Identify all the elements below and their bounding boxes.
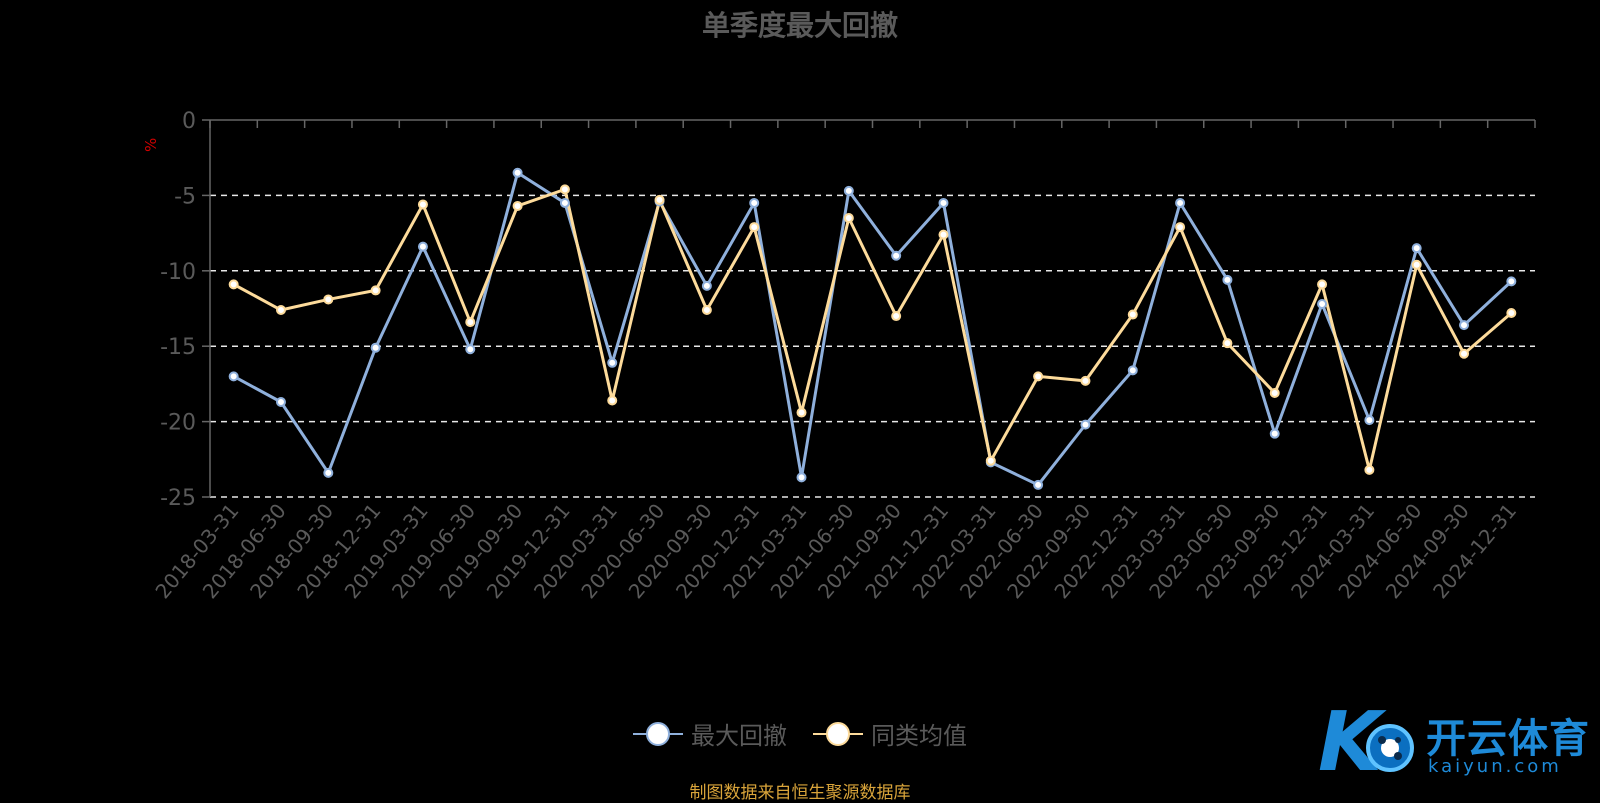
legend: 最大回撤 同类均值 <box>0 716 1600 751</box>
legend-marker-max-drawdown <box>633 721 683 746</box>
y-tick-label: -25 <box>160 486 196 511</box>
y-tick-label: -10 <box>160 260 196 285</box>
plot-area: 0-5-10-15-20-252018-03-312018-06-302018-… <box>150 109 1536 603</box>
data-point-series-1 <box>1175 222 1186 233</box>
legend-label-max-drawdown: 最大回撤 <box>691 722 787 750</box>
data-point-series-0 <box>1175 197 1186 208</box>
data-point-series-0 <box>1080 419 1091 430</box>
data-point-series-0 <box>843 185 854 196</box>
data-point-series-1 <box>1459 348 1470 359</box>
data-point-series-1 <box>465 317 476 328</box>
data-point-series-0 <box>749 197 760 208</box>
data-point-series-0 <box>1459 320 1470 331</box>
watermark-logo: K 开云体育 kaiyun.com <box>1310 694 1590 794</box>
series-line-1 <box>232 187 1513 472</box>
data-point-series-1 <box>323 294 334 305</box>
data-point-series-1 <box>228 279 239 290</box>
data-point-series-0 <box>275 396 286 407</box>
data-point-series-1 <box>1317 279 1328 290</box>
legend-dot-peer-average <box>826 721 850 746</box>
data-point-series-1 <box>654 194 665 205</box>
data-point-series-0 <box>512 167 523 178</box>
data-point-series-1 <box>796 407 807 418</box>
data-point-series-0 <box>1222 274 1233 285</box>
data-point-series-0 <box>1127 365 1138 376</box>
y-tick-label: 0 <box>182 109 196 134</box>
y-tick-label: -5 <box>174 184 196 209</box>
data-point-series-0 <box>323 467 334 478</box>
data-point-series-0 <box>796 472 807 483</box>
data-point-series-1 <box>512 200 523 211</box>
source-note: 制图数据来自恒生聚源数据库 <box>689 783 911 803</box>
data-point-series-0 <box>1364 415 1375 426</box>
data-point-series-1 <box>749 222 760 233</box>
data-point-series-0 <box>1411 243 1422 254</box>
y-tick-label: -20 <box>160 411 196 436</box>
legend-marker-peer-average <box>813 721 863 746</box>
data-point-series-0 <box>370 342 381 353</box>
data-point-series-1 <box>1506 308 1517 319</box>
data-point-series-1 <box>370 285 381 296</box>
data-point-series-0 <box>1317 298 1328 309</box>
legend-label-peer-average: 同类均值 <box>871 722 967 750</box>
data-point-series-1 <box>559 184 570 195</box>
data-point-series-0 <box>228 371 239 382</box>
data-point-series-0 <box>559 197 570 208</box>
y-tick-label: -15 <box>160 335 196 360</box>
data-point-series-0 <box>1033 479 1044 490</box>
data-point-series-1 <box>607 395 618 406</box>
legend-dot-max-drawdown <box>646 721 670 746</box>
data-point-series-0 <box>891 250 902 261</box>
data-point-series-1 <box>843 213 854 224</box>
watermark-name: 开云体育 <box>1426 716 1590 762</box>
data-point-series-1 <box>1269 387 1280 398</box>
data-point-series-0 <box>417 241 428 252</box>
data-point-series-1 <box>985 455 996 466</box>
data-point-series-0 <box>607 357 618 368</box>
data-point-series-1 <box>938 229 949 240</box>
data-point-series-0 <box>465 344 476 355</box>
data-point-series-1 <box>701 305 712 316</box>
data-point-series-1 <box>1364 464 1375 475</box>
data-point-series-0 <box>1506 276 1517 287</box>
series-line-0 <box>232 171 1513 487</box>
kaiyun-logo-icon: K <box>1318 695 1414 790</box>
data-point-series-1 <box>275 305 286 316</box>
data-point-series-1 <box>1222 338 1233 349</box>
chart-title: 单季度最大回撤 <box>701 9 898 42</box>
data-point-series-0 <box>938 197 949 208</box>
legend-item-max-drawdown[interactable]: 最大回撤 <box>633 716 787 751</box>
data-point-series-1 <box>1127 309 1138 320</box>
data-point-series-1 <box>1080 375 1091 386</box>
data-point-series-1 <box>891 311 902 322</box>
legend-item-peer-average[interactable]: 同类均值 <box>813 716 967 751</box>
data-point-series-0 <box>701 280 712 291</box>
data-point-series-0 <box>1269 428 1280 439</box>
data-point-series-1 <box>1411 259 1422 270</box>
data-point-series-1 <box>1033 371 1044 382</box>
watermark-domain: kaiyun.com <box>1428 756 1562 777</box>
data-point-series-1 <box>417 199 428 210</box>
